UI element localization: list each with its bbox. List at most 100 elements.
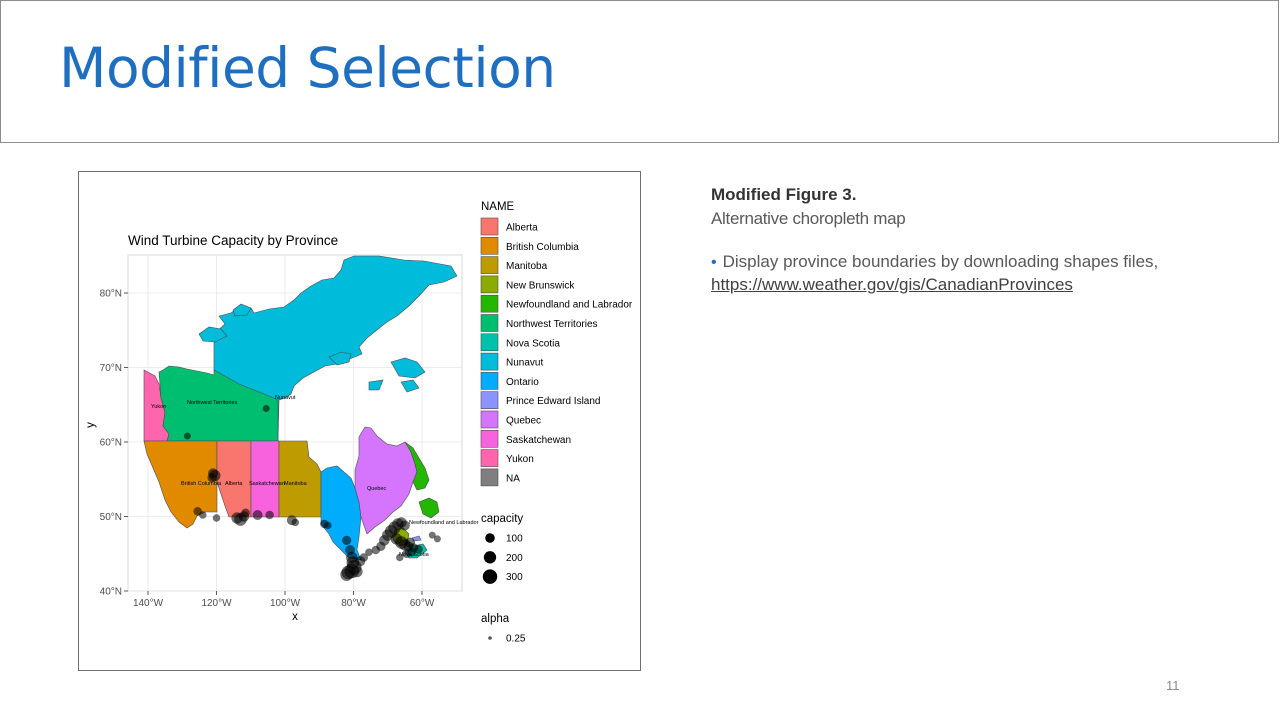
y-tick-label: 70°N (100, 363, 122, 374)
island-1 (198, 326, 228, 343)
map-label-nunavut: Nunavut (275, 395, 296, 401)
legend-label: Yukon (506, 454, 534, 465)
capacity-point (262, 404, 270, 413)
y-axis-label: y (85, 422, 97, 428)
capacity-point (351, 565, 363, 578)
province-nunavut (213, 255, 458, 442)
caption-subtitle: Alternative choropleth map (711, 209, 906, 228)
capacity-point (399, 520, 410, 531)
legend-swatch (480, 275, 499, 294)
legend-label: New Brunswick (506, 280, 575, 291)
province-northwest-territories (158, 365, 279, 442)
legend-label: Prince Edward Island (506, 396, 601, 407)
legend-swatch (480, 468, 499, 487)
bullet-text: Display province boundaries by downloadi… (722, 252, 1159, 271)
legend-swatch (480, 429, 499, 448)
island-6 (368, 379, 384, 391)
caption-title: Modified Figure 3. (711, 185, 857, 204)
x-tick-label: 120°W (201, 598, 232, 609)
fill-legend: NAME Alberta British Columbia Manitoba New B… (480, 201, 633, 487)
island-4 (390, 357, 426, 379)
legend-swatch (480, 333, 499, 352)
capacity-point (212, 514, 221, 522)
legend-swatch (480, 352, 499, 371)
capacity-point (395, 553, 404, 562)
capacity-point (291, 518, 300, 527)
alpha-legend-title: alpha (481, 613, 510, 625)
capacity-point (341, 535, 352, 546)
x-tick-label: 140°W (133, 598, 164, 609)
slide-title: Modified Selection (59, 36, 556, 100)
island-2 (232, 303, 252, 317)
map-label-british-columbia: British Columbia (181, 481, 222, 487)
figure-caption: Modified Figure 3. Alternative choroplet… (711, 183, 1231, 296)
capacity-point (265, 510, 274, 520)
capacity-point (241, 508, 250, 518)
y-tick-label: 60°N (100, 438, 122, 449)
legend-swatch (480, 314, 499, 332)
map-label-saskatchewan: Saskatchewan (249, 481, 285, 487)
x-tick-label: 60°W (410, 598, 435, 609)
alpha-legend-dot (488, 636, 492, 640)
map-figure: Wind Turbine Capacity by Province (78, 171, 641, 671)
province-newfoundland-labrador (404, 441, 430, 491)
legend-label: Ontario (506, 377, 539, 388)
axes: 140°W 120°W 100°W 80°W 60°W 40°N 50°N 60°N 70°N 8… (100, 289, 435, 610)
legend-swatch (480, 237, 499, 255)
capacity-point (359, 553, 369, 562)
province-quebec (354, 426, 418, 535)
plot-panel: Yukon Northwest Territories Nunavut Brit… (127, 254, 479, 592)
legend-swatch (480, 449, 499, 467)
province-saskatchewan (250, 440, 280, 518)
map-label-yukon: Yukon (151, 404, 166, 410)
legend-swatch (480, 410, 499, 429)
capacity-point (414, 544, 423, 554)
capacity-points (183, 404, 441, 582)
capacity-point (207, 473, 217, 483)
size-legend-dot (482, 569, 498, 584)
legend-label: Northwest Territories (506, 319, 598, 330)
legend-label: Nunavut (506, 358, 543, 369)
capacity-point (365, 548, 373, 557)
alpha-legend: alpha 0.25 (481, 613, 526, 645)
size-legend: capacity 100 200 300 (481, 513, 523, 584)
shapefile-link[interactable]: https://www.weather.gov/gis/CanadianProv… (711, 275, 1073, 294)
legend-swatch (480, 256, 499, 274)
choropleth-map: Wind Turbine Capacity by Province (85, 201, 633, 645)
chart-title: Wind Turbine Capacity by Province (128, 233, 338, 248)
capacity-point (340, 568, 354, 582)
province-shapes (143, 255, 458, 561)
province-ontario (320, 465, 362, 561)
size-legend-label: 300 (506, 572, 523, 583)
map-label-northwest-territories: Northwest Territories (187, 400, 238, 406)
alpha-legend-label: 0.25 (506, 634, 526, 645)
page-number: 11 (1166, 678, 1180, 693)
size-legend-title: capacity (481, 513, 523, 525)
map-label-manitoba: Manitoba (284, 481, 308, 487)
fill-legend-title: NAME (481, 201, 515, 213)
legend-label: NA (506, 473, 520, 484)
legend-label: Saskatchewan (506, 435, 571, 446)
island-5 (400, 379, 420, 393)
capacity-point (407, 547, 417, 557)
province-british-columbia (143, 440, 218, 529)
legend-label: Nova Scotia (506, 338, 560, 349)
legend-swatch (480, 294, 499, 313)
bullet-dot-icon: • (711, 254, 717, 271)
legend-label: Manitoba (506, 261, 548, 272)
x-tick-label: 80°W (341, 598, 366, 609)
size-legend-label: 100 (506, 534, 523, 545)
legend-label: Quebec (506, 416, 541, 427)
newfoundland-island (418, 497, 440, 519)
map-label-newfoundland-labrador: Newfoundland and Labrador (409, 520, 479, 526)
size-legend-dot (483, 551, 497, 564)
caption-bullet: • Display province boundaries by download… (711, 251, 1231, 296)
y-tick-label: 80°N (100, 289, 122, 300)
capacity-point (183, 432, 191, 440)
x-tick-label: 100°W (270, 598, 301, 609)
title-bar: Modified Selection (0, 0, 1279, 143)
y-tick-label: 40°N (100, 587, 122, 598)
legend-label: Alberta (506, 223, 538, 234)
province-manitoba (278, 440, 322, 518)
legend-label: Newfoundland and Labrador (506, 300, 633, 311)
